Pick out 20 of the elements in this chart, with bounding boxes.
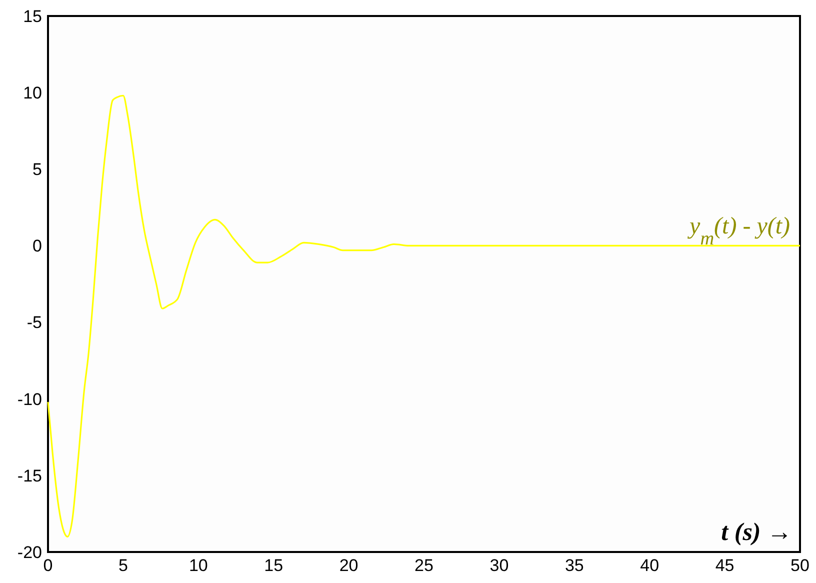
x-tick-label: 45 [715,556,734,575]
x-axis-title: t (s) → [721,519,792,546]
x-tick-label: 15 [264,556,284,575]
y-tick-label: 15 [23,6,42,26]
y-tick-label: -5 [26,313,42,332]
x-tick-label: 10 [188,556,208,575]
y-tick-label: -15 [17,466,42,486]
x-tick-label: 35 [564,556,584,575]
y-tick-label: -20 [17,542,42,562]
x-tick-label: 50 [790,556,810,575]
y-tick-label: 10 [23,84,42,103]
x-tick-label: 5 [118,556,128,575]
x-tick-label: 40 [640,556,660,575]
y-tick-label: 5 [32,160,42,180]
x-tick-label: 30 [490,556,509,575]
x-tick-label: 25 [414,556,434,575]
x-tick-label: 20 [339,556,358,575]
y-tick-label: -10 [17,390,42,409]
y-tick-label: 0 [32,236,42,256]
series-label: y$_{m}$(t) - y(t) [688,214,790,250]
